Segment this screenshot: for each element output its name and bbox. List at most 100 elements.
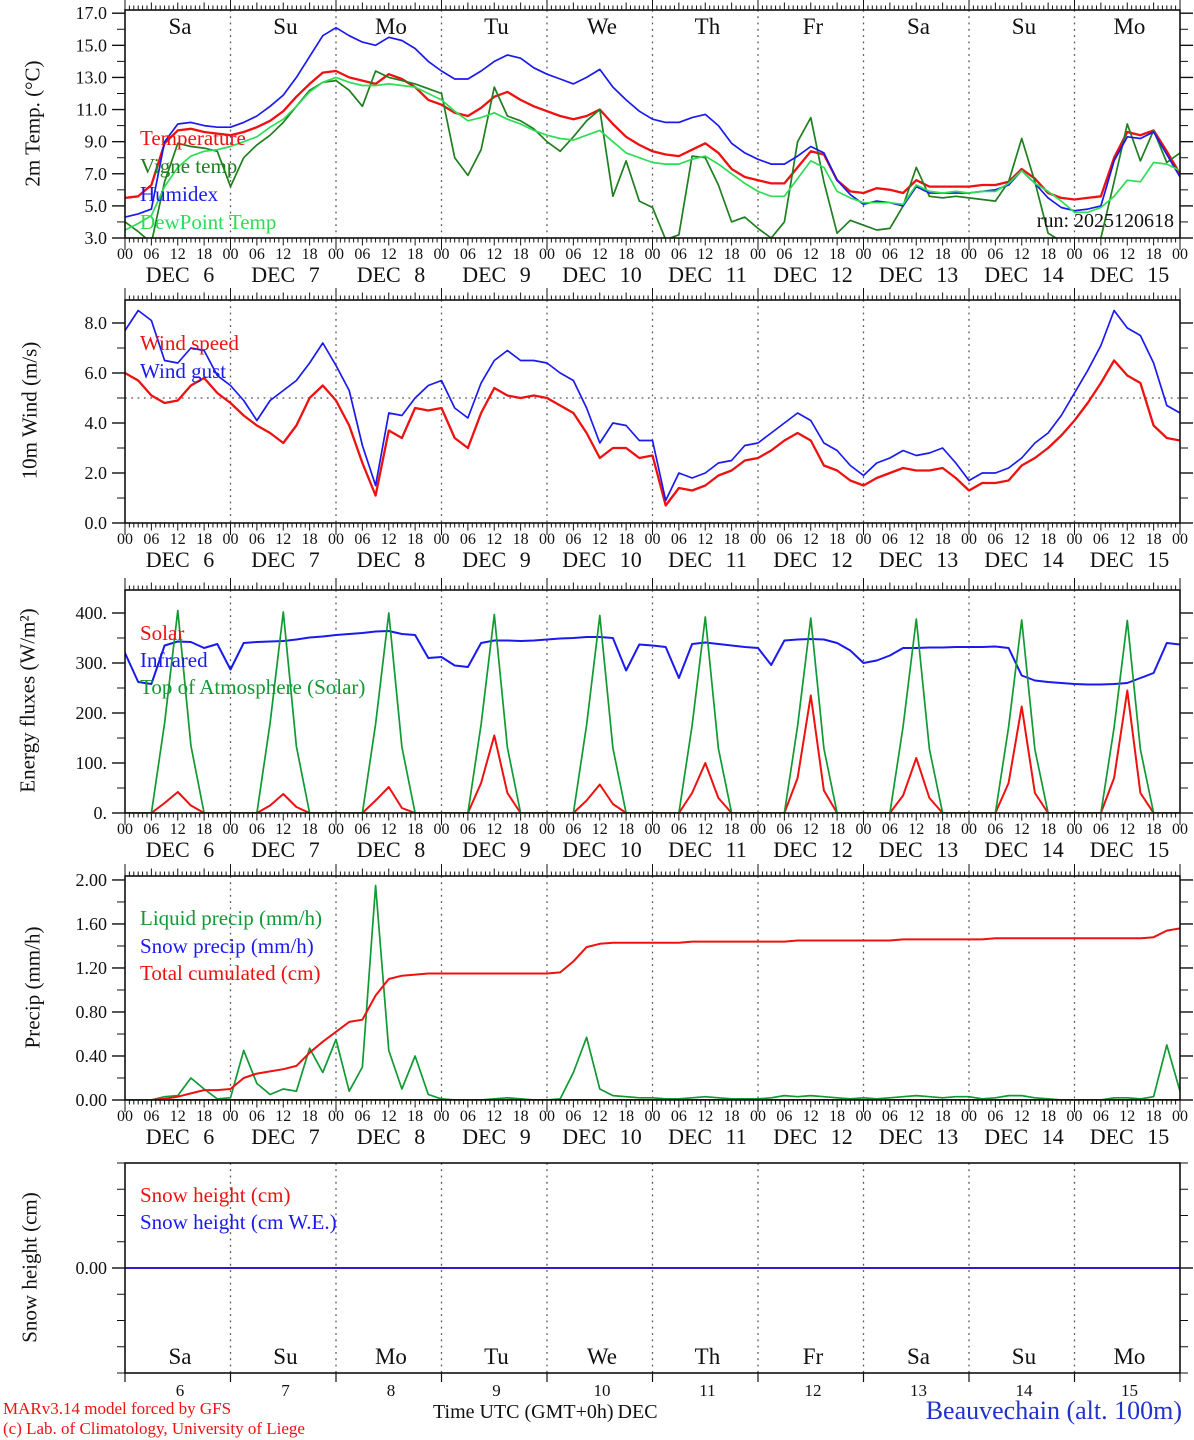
legend-snow-height: Snow height (cm) <box>140 1183 291 1207</box>
date-label: DEC 8 <box>357 837 426 862</box>
series-wind-gust <box>125 309 1180 502</box>
hour-tick-label: 00 <box>750 246 766 263</box>
hour-tick-label: 18 <box>829 1108 845 1125</box>
hour-tick-label: 00 <box>961 531 977 548</box>
date-label: DEC 11 <box>668 1124 747 1149</box>
legend-snow-height-we: Snow height (cm W.E.) <box>140 1210 337 1234</box>
day-name-label: Mo <box>1113 1344 1145 1369</box>
y-tick-label: 0.00 <box>76 1090 108 1110</box>
hour-tick-label: 00 <box>750 1108 766 1125</box>
hour-tick-label: 18 <box>935 821 951 838</box>
hour-tick-label: 18 <box>302 246 318 263</box>
hour-tick-label: 06 <box>143 531 159 548</box>
y-ticks <box>112 12 1193 239</box>
day-number-label: 14 <box>1015 1381 1033 1400</box>
hour-ticks <box>124 0 1181 250</box>
hour-tick-label: 00 <box>434 246 450 263</box>
hour-tick-label: 06 <box>354 246 370 263</box>
hour-tick-label: 06 <box>1093 821 1109 838</box>
hour-tick-label: 18 <box>302 1108 318 1125</box>
y-ticks <box>112 322 1193 524</box>
footer-model-credit: MARv3.14 model forced by GFS <box>3 1399 232 1418</box>
day-name-label: Fr <box>803 14 824 39</box>
hour-tick-label: 18 <box>618 246 634 263</box>
day-name-label: Sa <box>907 14 930 39</box>
legend-toa-solar: Top of Atmosphere (Solar) <box>140 675 366 699</box>
day-number-label: 10 <box>593 1381 610 1400</box>
hour-tick-label: 12 <box>170 246 186 263</box>
hour-tick-label: 18 <box>935 246 951 263</box>
date-label: DEC 11 <box>668 262 747 287</box>
10m-wind-series <box>125 309 1180 507</box>
day-name-label: Su <box>1012 1344 1037 1369</box>
day-gridlines <box>229 876 1076 1100</box>
hour-tick-label: 06 <box>354 821 370 838</box>
hour-tick-label: 12 <box>592 1108 608 1125</box>
y-tick-label: 1.20 <box>76 958 108 978</box>
energy-fluxes-panel: 0. 100. 200. 300. 400. 00 06 12 18 00 06 12 18 00 06 12… <box>76 578 1193 862</box>
hour-tick-label: 06 <box>882 1108 898 1125</box>
date-label: DEC 8 <box>357 1124 426 1149</box>
hour-tick-label: 18 <box>1146 531 1162 548</box>
hour-tick-label: 06 <box>249 1108 265 1125</box>
hour-tick-label: 12 <box>697 531 713 548</box>
y-tick-label: 0. <box>94 803 108 823</box>
date-label: DEC 13 <box>879 1124 959 1149</box>
y-ticks <box>112 879 1193 1101</box>
date-label: DEC 9 <box>462 837 531 862</box>
hour-tick-label: 06 <box>249 531 265 548</box>
y-tick-label: 0.00 <box>76 1258 108 1278</box>
hour-tick-label: 18 <box>407 531 423 548</box>
hour-tick-label: 18 <box>513 531 529 548</box>
hour-tick-label: 12 <box>275 531 291 548</box>
hour-tick-label: 12 <box>908 821 924 838</box>
hour-tick-label: 06 <box>987 246 1003 263</box>
hour-tick-label: 12 <box>1119 246 1135 263</box>
day-name-row: Sa Su Mo Tu We Th Fr Sa Su Mo <box>168 1344 1145 1369</box>
day-number-label: 12 <box>804 1381 821 1400</box>
hour-tick-label: 06 <box>882 246 898 263</box>
hour-tick-label: 00 <box>328 246 344 263</box>
hour-tick-label: 12 <box>486 531 502 548</box>
hour-tick-label: 06 <box>565 821 581 838</box>
snow-height-panel: 0.00 Sa Su Mo Tu We Th Fr Sa Su Mo 6 7 8 9 10 11 12 13 14 15 <box>76 1162 1193 1400</box>
day-number-label: 9 <box>492 1381 501 1400</box>
y-tick-label: 0.80 <box>76 1002 108 1022</box>
hour-tick-label: 06 <box>987 821 1003 838</box>
hour-tick-label: 12 <box>1014 246 1030 263</box>
hour-tick-label: 12 <box>381 531 397 548</box>
hour-tick-label: 18 <box>407 246 423 263</box>
hour-tick-label: 18 <box>724 531 740 548</box>
y-tick-label: 13.0 <box>76 67 108 87</box>
y-tick-label: 15.0 <box>76 35 108 55</box>
hour-tick-label: 12 <box>1119 531 1135 548</box>
date-label-row: DEC 6 DEC 7 DEC 8 DEC 9 DEC 10 DEC 11 DEC 12 DE… <box>146 547 1169 572</box>
series-liquid-precip-mm-h- <box>125 884 1180 1100</box>
hour-label-row: 00 06 12 18 00 06 12 18 00 06 12 18 00 06 12 18 00 06 12 18… <box>117 246 1188 263</box>
date-label: DEC 12 <box>773 837 853 862</box>
hour-tick-label: 06 <box>565 1108 581 1125</box>
date-label: DEC 14 <box>984 262 1064 287</box>
hour-tick-label: 06 <box>354 531 370 548</box>
hour-tick-label: 18 <box>1040 1108 1056 1125</box>
day-name-label: Su <box>273 1344 298 1369</box>
hour-tick-label: 06 <box>460 531 476 548</box>
hour-tick-label: 18 <box>618 821 634 838</box>
hour-tick-label: 00 <box>328 1108 344 1125</box>
y-tick-label: 6.0 <box>85 363 108 383</box>
hour-tick-label: 06 <box>987 1108 1003 1125</box>
footer-credits: MARv3.14 model forced by GFS (c) Lab. of… <box>3 1399 305 1439</box>
legend-wind-speed: Wind speed <box>140 331 239 355</box>
day-name-label: We <box>587 1344 617 1369</box>
hour-tick-label: 00 <box>961 821 977 838</box>
hour-tick-label: 18 <box>1146 246 1162 263</box>
hour-tick-label: 00 <box>750 821 766 838</box>
hour-tick-label: 00 <box>117 1108 133 1125</box>
hour-tick-label: 12 <box>1014 1108 1030 1125</box>
hour-tick-label: 12 <box>381 246 397 263</box>
date-label: DEC 10 <box>562 262 642 287</box>
day-name-label: Tu <box>484 14 509 39</box>
hour-tick-label: 06 <box>143 246 159 263</box>
hour-tick-label: 12 <box>592 821 608 838</box>
hour-tick-label: 00 <box>1067 821 1083 838</box>
